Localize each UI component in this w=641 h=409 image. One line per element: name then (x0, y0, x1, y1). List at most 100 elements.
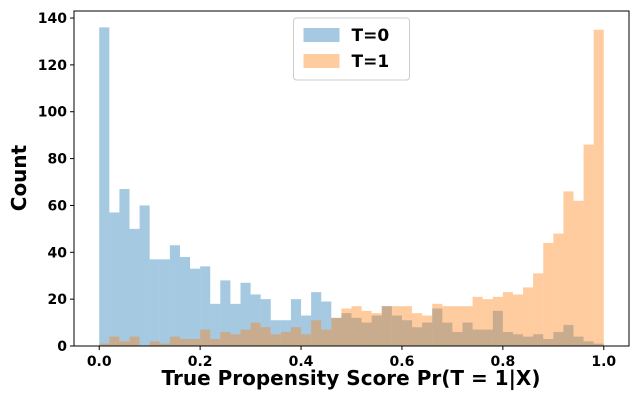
bar (331, 317, 342, 346)
x-tick-label: 0.6 (390, 354, 415, 370)
bar (502, 292, 513, 346)
bar (523, 287, 534, 346)
bar (533, 334, 544, 346)
bar (563, 191, 574, 346)
bar (139, 205, 150, 346)
bar (159, 259, 170, 346)
bar (129, 228, 140, 346)
bar (210, 303, 221, 346)
bar (452, 306, 463, 346)
bar (391, 315, 402, 346)
bar (482, 299, 493, 346)
x-tick-label: 1.0 (591, 354, 616, 370)
bar (371, 315, 382, 346)
bar (533, 273, 544, 346)
bar (432, 308, 443, 346)
bar (321, 329, 332, 346)
bar (442, 306, 453, 346)
bar (482, 329, 493, 346)
bar (543, 242, 554, 346)
bar (190, 338, 201, 346)
bar (361, 310, 372, 346)
y-axis-title: Count (7, 144, 31, 211)
bar (321, 301, 332, 346)
bar (169, 336, 180, 346)
bar (149, 341, 160, 346)
bar (492, 296, 503, 346)
bar (553, 233, 564, 346)
bar (593, 29, 604, 346)
bar (301, 334, 312, 346)
y-tick-label: 80 (48, 152, 68, 168)
bar (412, 313, 423, 346)
bar (593, 343, 604, 346)
x-tick-label: 0.4 (289, 354, 314, 370)
x-tick-label: 0.8 (490, 354, 515, 370)
bar (109, 212, 120, 346)
bar (311, 292, 322, 346)
bar (270, 334, 281, 346)
bar (240, 329, 251, 346)
bar (200, 329, 211, 346)
bar (492, 310, 503, 346)
bar (179, 338, 191, 346)
legend-label: T=1 (352, 52, 390, 72)
bar (250, 294, 261, 346)
bar (351, 317, 362, 346)
bar (270, 320, 281, 346)
legend-swatch (303, 28, 340, 42)
bar (169, 245, 180, 346)
bar (260, 327, 271, 346)
bar (280, 331, 291, 346)
bar (452, 331, 463, 346)
bar (442, 322, 453, 346)
legend-box (293, 17, 410, 81)
bar (472, 329, 483, 346)
legend-swatch (303, 54, 340, 68)
bar (381, 306, 392, 346)
bar (99, 27, 110, 347)
bar (512, 334, 524, 346)
bar (563, 324, 574, 346)
bar (149, 259, 160, 346)
bar (432, 303, 443, 346)
bar (250, 322, 261, 346)
plot-frame (73, 10, 630, 347)
x-tick-label: 0.2 (188, 354, 213, 370)
bar (573, 336, 584, 346)
y-tick-label: 120 (38, 58, 67, 74)
y-tick-label: 40 (48, 245, 68, 261)
bar (472, 296, 483, 346)
bar (422, 322, 433, 346)
bar (381, 306, 392, 346)
y-tick-label: 60 (48, 198, 68, 214)
x-axis-title: True Propensity Score Pr(T = 1|X) (162, 366, 541, 390)
bar (280, 320, 291, 346)
bar (341, 308, 352, 346)
y-tick-label: 100 (38, 105, 67, 121)
bar (301, 315, 312, 346)
bar (462, 306, 473, 346)
bar (502, 331, 513, 346)
bar (220, 280, 231, 346)
bar (240, 282, 251, 346)
bar (361, 322, 372, 346)
bar (290, 327, 302, 346)
x-tick-label: 0.0 (87, 354, 112, 370)
bar (331, 317, 342, 346)
bar (159, 343, 170, 346)
bar (573, 200, 584, 346)
bar (583, 341, 594, 346)
bar (371, 313, 382, 346)
bar (129, 336, 140, 346)
bar (99, 343, 110, 346)
bar (260, 299, 271, 346)
bar (341, 313, 352, 346)
bar (422, 315, 433, 346)
bar (311, 320, 322, 346)
bar (119, 189, 130, 346)
bar (543, 338, 554, 346)
bar (412, 327, 423, 346)
bar (401, 320, 413, 346)
bar (210, 338, 221, 346)
